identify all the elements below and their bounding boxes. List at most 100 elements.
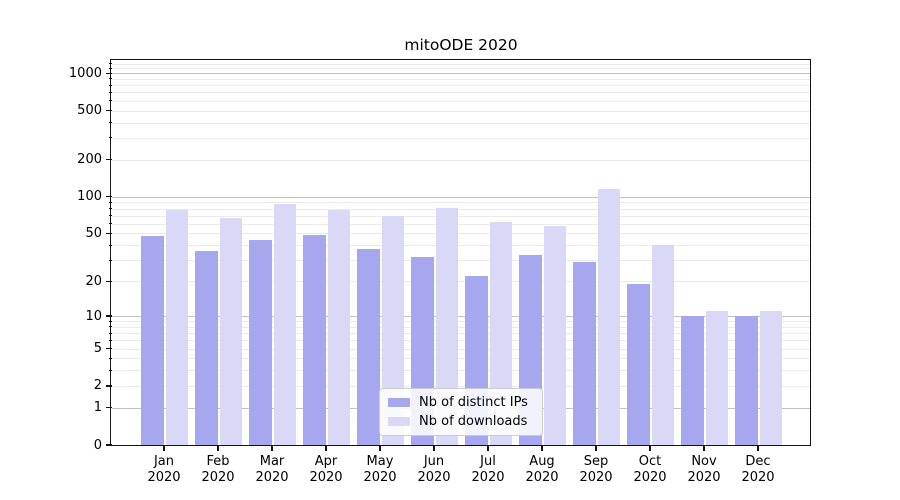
bar-downloads-sep	[597, 189, 620, 445]
y-tick-label-1: 1	[93, 400, 102, 416]
gridline-minor-70	[112, 215, 810, 217]
gridline-minor-1200	[112, 63, 810, 65]
gridline-minor-50	[112, 233, 810, 235]
y-tick-label-50: 50	[85, 225, 102, 241]
gridline-minor-300	[112, 137, 810, 139]
y-minor-tick-mark-40	[108, 244, 112, 246]
x-tick-mark-jul	[487, 446, 489, 451]
gridline-minor-4	[112, 358, 810, 360]
x-tick-label-oct: Oct 2020	[633, 454, 667, 485]
x-tick-mark-apr	[325, 446, 327, 451]
y-tick-label-0: 0	[93, 437, 102, 453]
gridline-minor-80	[112, 208, 810, 210]
y-tick-label-200: 200	[77, 152, 102, 168]
bar-ips-may	[357, 249, 380, 445]
chart-title: mitoODE 2020	[404, 36, 518, 54]
y-minor-tick-mark-5	[108, 348, 112, 350]
gridline-minor-3	[112, 370, 810, 372]
bar-ips-feb	[195, 250, 218, 445]
bar-downloads-apr	[327, 209, 350, 445]
y-tick-mark-0	[105, 444, 112, 446]
x-tick-label-apr: Apr 2020	[309, 454, 343, 485]
gridline-minor-400	[112, 122, 810, 124]
gridline-minor-600	[112, 100, 810, 102]
gridline-minor-200	[112, 159, 810, 161]
x-tick-mark-sep	[595, 446, 597, 451]
gridline-minor-6	[112, 340, 810, 342]
y-tick-label-5: 5	[93, 341, 102, 357]
x-tick-label-mar: Mar 2020	[255, 454, 289, 485]
gridline-minor-7	[112, 333, 810, 335]
gridline-minor-9	[112, 321, 810, 323]
bar-ips-apr	[303, 234, 326, 445]
bar-ips-mar	[249, 240, 272, 445]
bar-ips-sep	[573, 262, 596, 445]
y-minor-tick-mark-50	[108, 232, 112, 234]
y-minor-tick-mark-7	[108, 332, 112, 334]
y-minor-tick-mark-400	[108, 122, 112, 123]
legend-label-downloads: Nb of downloads	[419, 414, 528, 429]
x-tick-mark-feb	[217, 446, 219, 451]
y-minor-tick-mark-70	[108, 215, 112, 217]
gridline-minor-2	[112, 385, 810, 387]
y-tick-label-20: 20	[85, 273, 102, 289]
x-tick-label-jun: Jun 2020	[417, 454, 451, 485]
y-tick-mark-100	[105, 196, 112, 198]
bar-ips-nov	[681, 316, 704, 445]
y-minor-tick-mark-900	[108, 78, 112, 80]
y-minor-tick-mark-80	[108, 208, 112, 210]
y-minor-tick-mark-200	[108, 159, 112, 161]
gridline-minor-900	[112, 78, 810, 80]
bar-downloads-nov	[705, 311, 728, 445]
y-tick-label-2: 2	[93, 378, 102, 394]
legend-item-downloads: Nb of downloads	[388, 414, 534, 429]
x-tick-mark-aug	[541, 446, 543, 451]
gridline-minor-90	[112, 202, 810, 204]
y-minor-tick-mark-3	[108, 369, 112, 371]
legend-label-distinct-ips: Nb of distinct IPs	[419, 395, 528, 410]
bar-downloads-feb	[219, 218, 242, 445]
y-minor-tick-mark-500	[108, 110, 112, 111]
bar-downloads-dec	[759, 311, 782, 445]
x-tick-label-feb: Feb 2020	[201, 454, 235, 485]
legend-item-distinct-ips: Nb of distinct IPs	[388, 395, 534, 410]
y-minor-tick-mark-1100	[108, 67, 112, 69]
x-tick-mark-oct	[649, 446, 651, 451]
x-tick-mark-nov	[703, 446, 705, 451]
gridline-minor-700	[112, 92, 810, 94]
x-tick-label-sep: Sep 2020	[579, 454, 613, 485]
bar-ips-jan	[141, 235, 164, 445]
y-minor-tick-mark-90	[108, 201, 112, 203]
y-tick-mark-1	[105, 407, 112, 409]
bar-downloads-aug	[543, 225, 566, 445]
gridline-minor-500	[112, 110, 810, 112]
legend: Nb of distinct IPs Nb of downloads	[379, 388, 543, 436]
y-tick-label-1000: 1000	[68, 65, 102, 81]
x-tick-label-may: May 2020	[363, 454, 397, 485]
y-minor-tick-mark-6	[108, 339, 112, 341]
x-tick-mark-may	[379, 446, 381, 451]
x-tick-mark-dec	[757, 446, 759, 451]
legend-swatch-ips-icon	[388, 398, 410, 407]
gridline-minor-800	[112, 85, 810, 87]
x-tick-mark-jan	[163, 446, 165, 451]
gridline-minor-60	[112, 223, 810, 225]
bar-ips-oct	[627, 283, 650, 445]
y-tick-label-100: 100	[77, 189, 102, 205]
y-tick-mark-10	[105, 315, 112, 317]
y-minor-tick-mark-800	[108, 84, 112, 86]
gridline-minor-40	[112, 245, 810, 247]
bar-downloads-may	[381, 215, 404, 445]
y-minor-tick-mark-8	[108, 326, 112, 328]
x-tick-label-jan: Jan 2020	[147, 454, 181, 485]
y-minor-tick-mark-9	[108, 320, 112, 322]
x-tick-mark-jun	[433, 446, 435, 451]
y-minor-tick-mark-30	[108, 259, 112, 261]
y-minor-tick-mark-20	[108, 280, 112, 282]
y-minor-tick-mark-1200	[108, 63, 112, 64]
bar-downloads-oct	[651, 245, 674, 445]
y-minor-tick-mark-300	[108, 137, 112, 139]
y-tick-mark-1000	[105, 72, 112, 74]
gridline-minor-8	[112, 326, 810, 328]
